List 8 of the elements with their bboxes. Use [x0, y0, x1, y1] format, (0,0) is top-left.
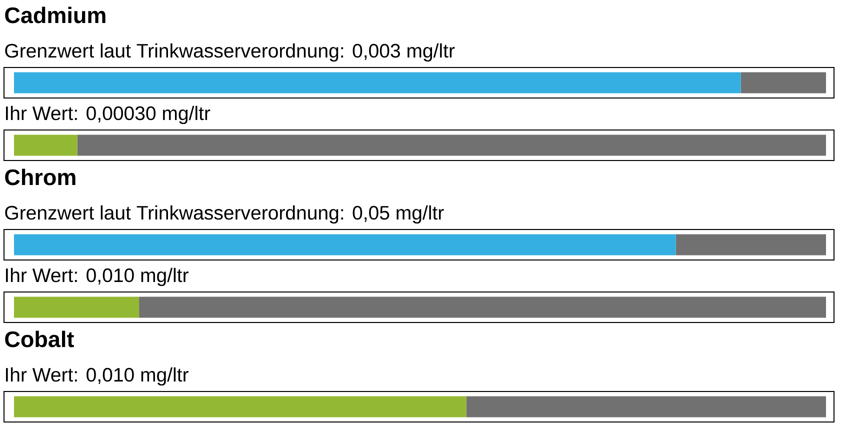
y-tick-label: Ihr Wert: 0,00030 mg/ltr: [6, 106, 210, 124]
y-tick-label: Grenzwert laut Trinkwasserverordnung: 0,003 mg/ltr: [5, 43, 455, 62]
y-tick-label: Ihr Wert: 0,010 mg/ltr: [6, 367, 188, 386]
y-tick-label: Grenzwert laut Trinkwasserverordnung: 0,05 mg/ltr: [5, 205, 444, 224]
chart-title: Cadmium: [5, 6, 106, 24]
y-tick-label: Ihr Wert: 0,010 mg/ltr: [6, 268, 188, 286]
chart-title: Chrom: [5, 168, 76, 186]
chart-title: Cobalt: [5, 330, 74, 348]
